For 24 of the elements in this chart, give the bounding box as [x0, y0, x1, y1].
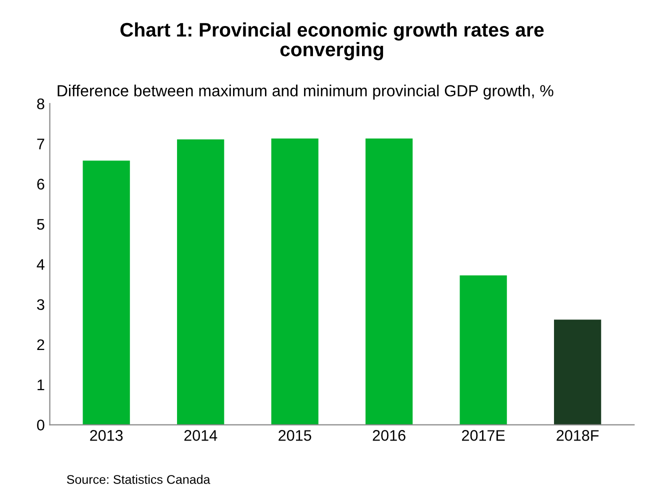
y-tick-label: 4	[36, 259, 44, 270]
bar	[366, 138, 413, 425]
x-tick-label: 2018F	[556, 430, 599, 441]
bar	[554, 320, 602, 425]
y-tick-label: 6	[37, 178, 44, 190]
y-tick-label: 8	[37, 98, 44, 110]
bar	[177, 139, 224, 425]
x-tick-label: 2017E	[462, 430, 505, 441]
chart-title: Chart 1: Provincial economic growth rates are converging	[120, 22, 544, 60]
y-tick-label: 1	[38, 380, 44, 390]
y-tick-label: 5	[37, 219, 44, 230]
bar	[460, 275, 507, 425]
x-tick-label: 2015	[278, 430, 312, 441]
source-note: Source: Statistics Canada	[66, 474, 210, 484]
bar	[271, 138, 318, 425]
y-tick-label: 3	[37, 299, 44, 310]
x-tick-label: 2013	[90, 430, 123, 441]
x-tick-label: 2014	[184, 430, 218, 441]
y-tick-label: 7	[37, 138, 44, 150]
y-tick-label: 0	[37, 420, 44, 430]
y-axis-title: Difference between maximum and minimum provincial GDP growth, %	[58, 84, 554, 100]
y-tick-label: 2	[37, 339, 44, 350]
bar	[82, 160, 130, 425]
x-tick-label: 2016	[372, 430, 406, 441]
